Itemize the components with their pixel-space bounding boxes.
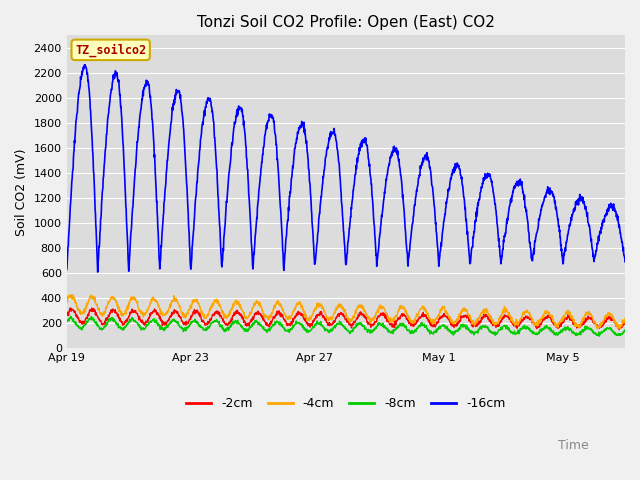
Title: Tonzi Soil CO2 Profile: Open (East) CO2: Tonzi Soil CO2 Profile: Open (East) CO2	[197, 15, 495, 30]
Text: TZ_soilco2: TZ_soilco2	[75, 43, 147, 57]
Legend: -2cm, -4cm, -8cm, -16cm: -2cm, -4cm, -8cm, -16cm	[181, 392, 510, 415]
Text: Time: Time	[558, 439, 589, 452]
Y-axis label: Soil CO2 (mV): Soil CO2 (mV)	[15, 148, 28, 236]
